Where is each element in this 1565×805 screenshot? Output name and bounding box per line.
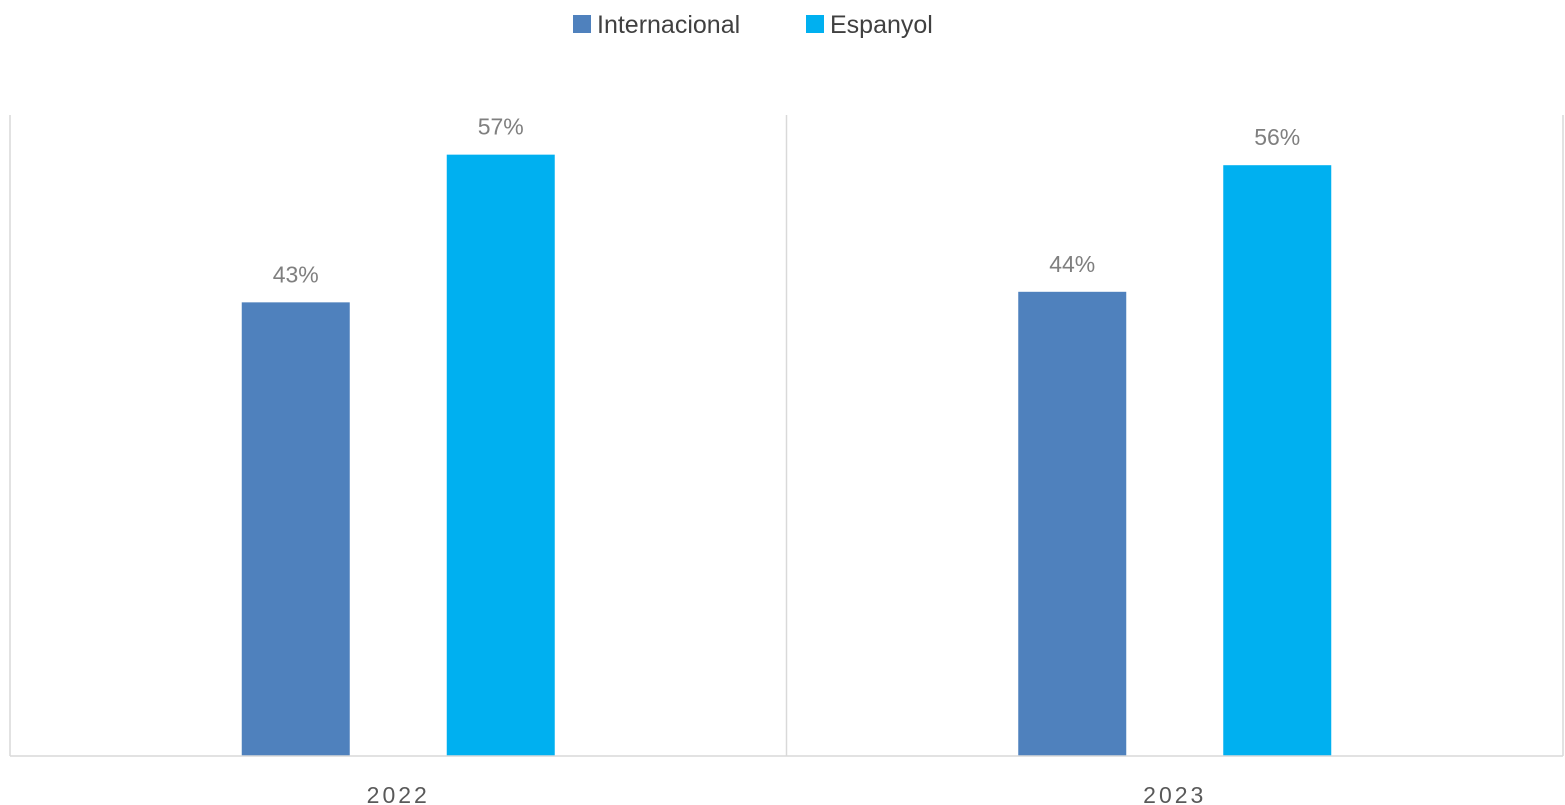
legend-swatch-internacional: [573, 15, 591, 33]
data-label-espanyol-2022: 57%: [478, 114, 524, 140]
legend-label-espanyol: Espanyol: [830, 11, 933, 39]
bar-internacional-2023: [1018, 291, 1127, 756]
data-label-espanyol-2023: 56%: [1254, 124, 1300, 150]
category-separators: [9, 115, 1564, 756]
legend-swatch-espanyol: [806, 15, 824, 33]
bar-espanyol-2023: [1223, 165, 1332, 756]
x-tick-label-2023: 2023: [1143, 782, 1206, 805]
data-label-internacional-2023: 44%: [1049, 251, 1095, 277]
x-axis-tick-labels: 2022 2023: [367, 782, 1206, 805]
bar-internacional-2022: [241, 302, 350, 756]
data-labels: 43% 57% 44% 56%: [273, 114, 1301, 288]
bars: [241, 154, 1332, 756]
data-label-internacional-2022: 43%: [273, 261, 319, 287]
legend: Internacional Espanyol: [573, 11, 933, 39]
bar-espanyol-2022: [446, 154, 555, 756]
legend-label-internacional: Internacional: [597, 11, 740, 39]
x-tick-label-2022: 2022: [367, 782, 430, 805]
